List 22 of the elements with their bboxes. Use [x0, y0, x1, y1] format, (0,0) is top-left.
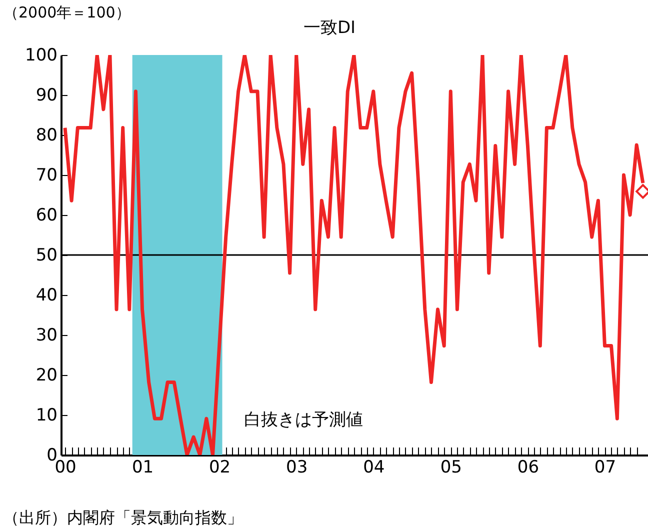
x-tick-label: 04	[363, 458, 385, 478]
y-tick-label: 70	[36, 166, 58, 186]
x-tick-label: 07	[594, 458, 616, 478]
annotation: 白抜きは予測値	[244, 410, 363, 430]
y-tick-label: 30	[36, 326, 58, 346]
y-tick-label: 80	[36, 126, 58, 146]
y-tick-label: 10	[36, 406, 58, 426]
y-tick-label: 40	[36, 286, 58, 306]
y-axis-title: （2000年＝100）	[4, 4, 130, 22]
y-tick-label: 20	[36, 366, 58, 386]
x-tick-label: 06	[517, 458, 540, 478]
y-tick-label: 50	[36, 246, 58, 266]
text: （出所）内閣府「景気動向指数」	[3, 508, 243, 526]
x-tick-label: 03	[286, 458, 308, 478]
x-tick-label: 01	[132, 458, 154, 478]
chart-title: 一致DI	[303, 18, 356, 38]
y-tick-label: 60	[36, 206, 58, 226]
x-tick-label: 02	[208, 458, 231, 478]
x-tick-label: 00	[54, 458, 76, 478]
y-tick-label: 100	[25, 46, 58, 66]
y-tick-label: 90	[36, 86, 58, 106]
x-tick-label: 05	[440, 458, 462, 478]
